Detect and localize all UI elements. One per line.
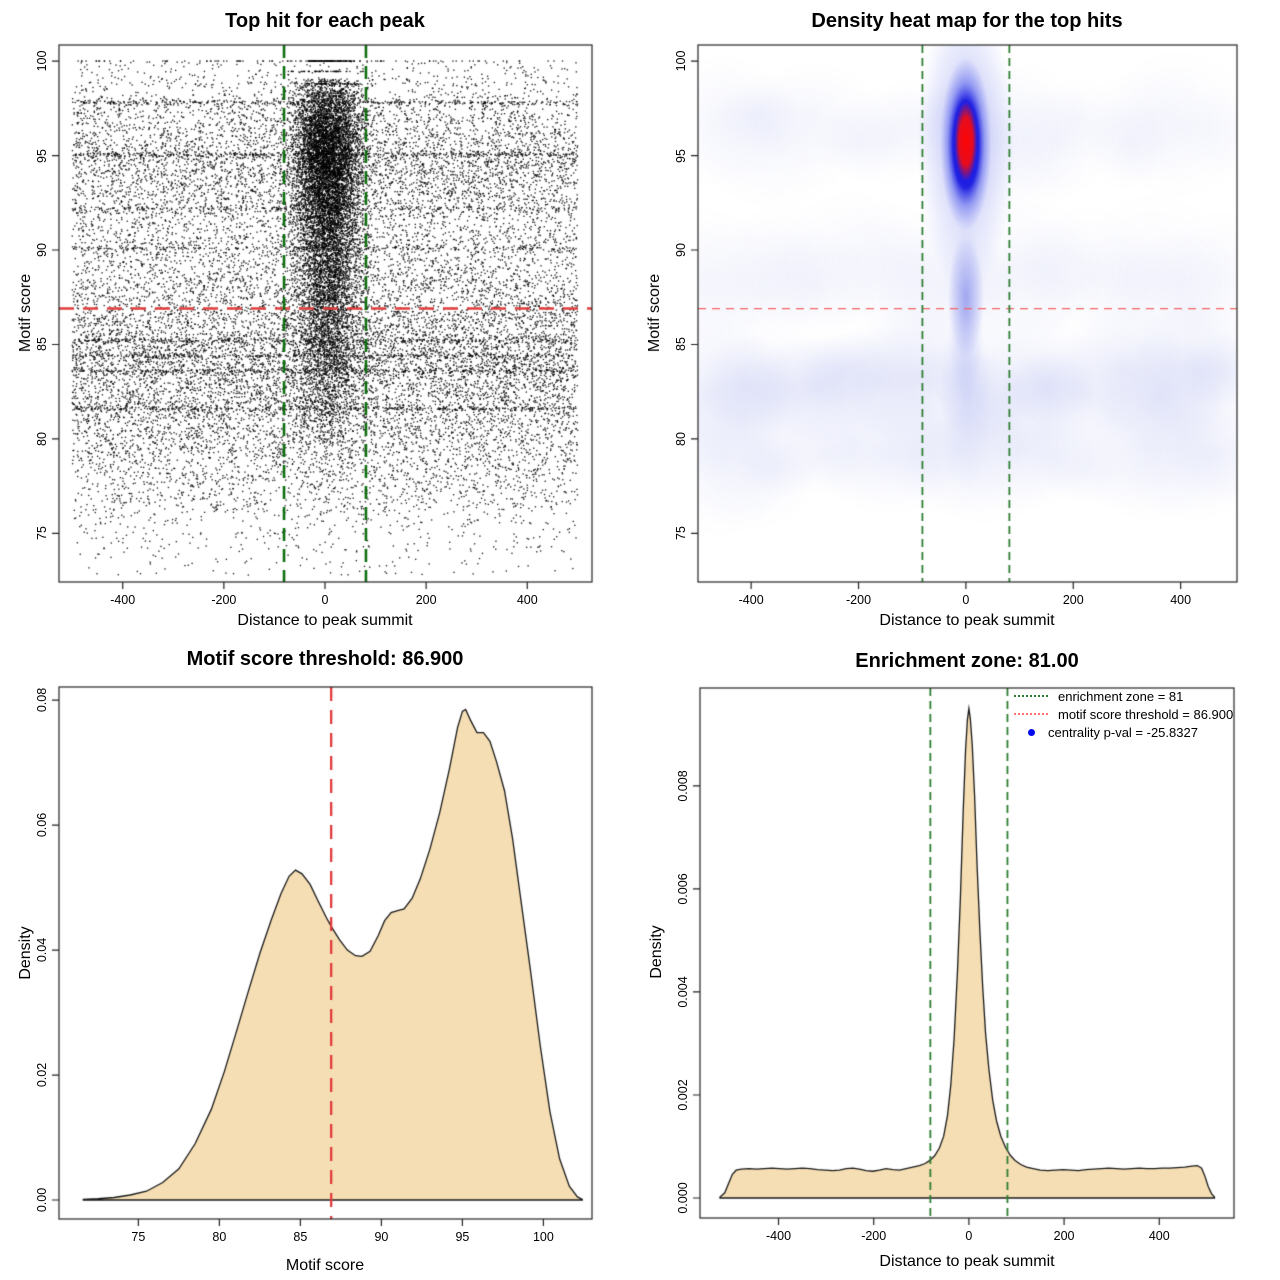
panel-title: Density heat map for the top hits <box>811 10 1123 32</box>
x-tick-label: 0 <box>321 593 329 607</box>
y-tick-label: 100 <box>674 50 688 72</box>
panel-title: Enrichment zone: 81.00 <box>855 650 1079 672</box>
scatter-plot-canvas <box>0 0 640 640</box>
y-tick-label: 0.02 <box>35 1062 49 1088</box>
y-tick-label: 85 <box>35 337 49 352</box>
x-tick-label: -400 <box>110 593 136 607</box>
x-axis-label: Distance to peak summit <box>879 612 1055 629</box>
y-tick-label: 100 <box>35 50 49 72</box>
red-dotted-line-swatch <box>1014 713 1048 715</box>
y-tick-label: 75 <box>674 526 688 541</box>
y-tick-label: 0.08 <box>35 687 49 713</box>
panel-motif-score-density: Motif score threshold: 86.900 Motif scor… <box>0 640 640 1280</box>
x-tick-label: -200 <box>846 593 872 607</box>
x-tick-label: 75 <box>131 1230 146 1244</box>
panel-density-heatmap: Density heat map for the top hits Distan… <box>640 0 1280 640</box>
x-tick-label: 0 <box>965 1229 973 1243</box>
y-tick-label: 0.04 <box>35 937 49 963</box>
y-tick-label: 90 <box>674 243 688 257</box>
y-tick-label: 95 <box>674 148 688 163</box>
green-dotted-line-swatch <box>1014 695 1048 697</box>
legend-label: enrichment zone = 81 <box>1058 688 1184 704</box>
heatmap-plot-canvas <box>640 0 1280 640</box>
distance-density-plot-canvas <box>640 640 1280 1280</box>
x-tick-label: 100 <box>532 1230 554 1244</box>
y-tick-label: 90 <box>35 243 49 257</box>
y-tick-label: 80 <box>674 432 688 446</box>
panel-summit-distance-density: Enrichment zone: 81.00 Distance to peak … <box>640 640 1280 1280</box>
x-tick-label: 200 <box>415 593 437 607</box>
x-tick-label: 400 <box>516 593 538 607</box>
panel-title: Top hit for each peak <box>225 10 425 32</box>
x-tick-label: -400 <box>738 593 764 607</box>
x-axis-label: Distance to peak summit <box>237 612 413 629</box>
legend-entry-enrichment-zone: enrichment zone = 81 <box>1014 687 1233 705</box>
y-tick-label: 0.008 <box>676 770 690 802</box>
x-tick-label: 0 <box>962 593 970 607</box>
x-tick-label: 95 <box>455 1230 470 1244</box>
y-tick-label: 0.002 <box>676 1079 690 1111</box>
x-axis-label: Distance to peak summit <box>879 1253 1055 1270</box>
x-tick-label: 80 <box>212 1230 227 1244</box>
x-axis-label: Motif score <box>285 1257 365 1274</box>
x-tick-label: 85 <box>293 1230 308 1244</box>
panel-title: Motif score threshold: 86.900 <box>186 648 464 670</box>
y-tick-label: 95 <box>35 148 49 163</box>
y-axis-label: Density <box>648 925 665 979</box>
legend-entry-motif-threshold: motif score threshold = 86.900 <box>1014 705 1233 723</box>
y-tick-label: 0.06 <box>35 812 49 838</box>
y-tick-label: 80 <box>35 432 49 446</box>
y-tick-label: 0.004 <box>676 976 690 1008</box>
y-axis-label: Motif score <box>646 273 663 353</box>
blue-dot-swatch <box>1028 728 1035 736</box>
x-tick-label: -200 <box>861 1229 887 1243</box>
y-tick-label: 0.00 <box>35 1187 49 1213</box>
y-axis-label: Motif score <box>17 273 34 353</box>
y-tick-label: 0.000 <box>676 1182 690 1214</box>
legend-label: centrality p-val = -25.8327 <box>1048 724 1198 740</box>
x-tick-label: 200 <box>1053 1229 1075 1243</box>
x-tick-label: -200 <box>211 593 237 607</box>
x-tick-label: 90 <box>374 1230 389 1244</box>
x-tick-label: 400 <box>1170 593 1192 607</box>
x-tick-label: 200 <box>1062 593 1084 607</box>
legend-label: motif score threshold = 86.900 <box>1058 706 1234 722</box>
y-axis-label: Density <box>17 926 34 980</box>
x-tick-label: -400 <box>766 1229 792 1243</box>
legend: enrichment zone = 81 motif score thresho… <box>1014 687 1233 741</box>
y-tick-label: 85 <box>674 337 688 352</box>
score-density-plot-canvas <box>0 640 640 1280</box>
panel-top-hit-scatter: Top hit for each peak Distance to peak s… <box>0 0 640 640</box>
x-tick-label: 400 <box>1148 1229 1170 1243</box>
y-tick-label: 0.006 <box>676 873 690 905</box>
legend-entry-centrality-pval: centrality p-val = -25.8327 <box>1014 723 1233 741</box>
y-tick-label: 75 <box>35 526 49 541</box>
